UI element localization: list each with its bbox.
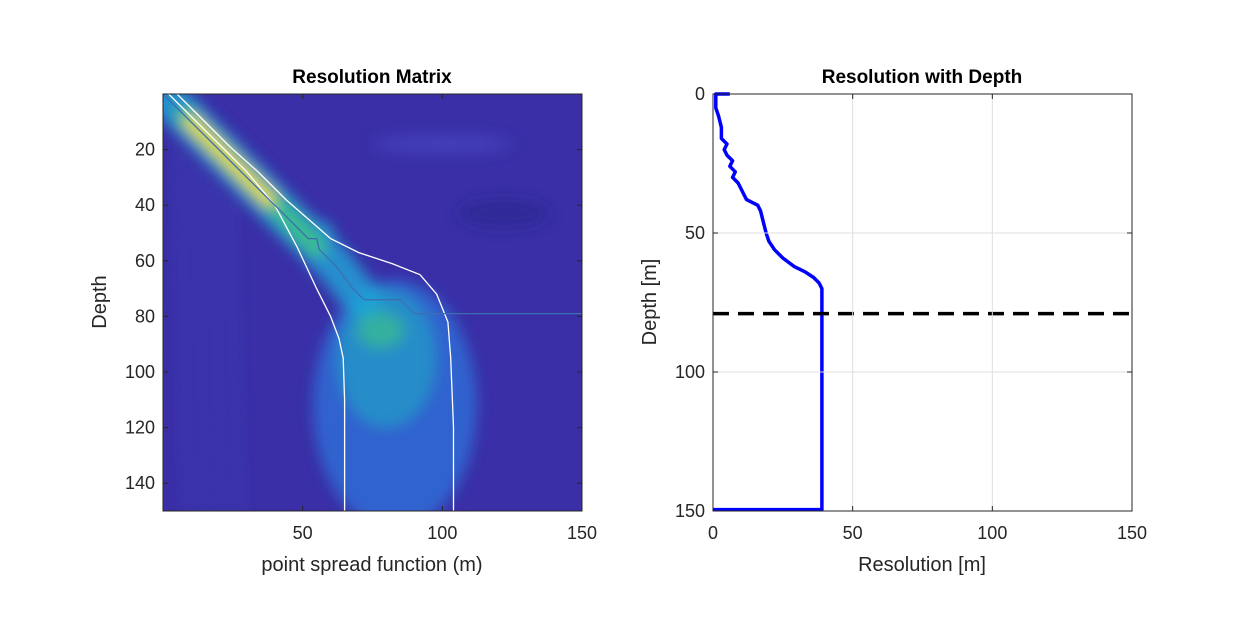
heatmap-ripple xyxy=(194,168,208,511)
x-tick-label: 150 xyxy=(1117,523,1147,543)
contour-right xyxy=(176,94,455,511)
left-y-axis-label: Depth xyxy=(89,275,111,328)
left-chart-title: Resolution Matrix xyxy=(292,67,452,88)
contour-left xyxy=(168,94,346,511)
y-tick-label: 120 xyxy=(125,418,155,438)
y-tick-label: 80 xyxy=(135,306,155,326)
heatmap-wave xyxy=(458,199,549,228)
right-x-axis-label: Resolution [m] xyxy=(858,554,986,576)
left-axes: 50 100 150 20 40 60 80 100 120 140 xyxy=(125,93,597,543)
heatmap-layer xyxy=(163,94,582,511)
right-y-axis-label: Depth [m] xyxy=(639,259,661,346)
y-tick-label: 140 xyxy=(125,473,155,493)
heatmap-ripple xyxy=(227,202,241,511)
y-tick-label: 0 xyxy=(695,84,705,104)
peak-line xyxy=(163,94,582,315)
left-x-axis-label: point spread function (m) xyxy=(261,554,482,576)
axes-box xyxy=(712,93,1133,512)
x-tick-label: 0 xyxy=(708,523,718,543)
heatmap-lobe xyxy=(356,312,405,349)
x-tick-label: 100 xyxy=(427,523,457,543)
heatmap-intensity xyxy=(163,94,549,511)
x-tick-label: 150 xyxy=(567,523,597,543)
heatmap-ripple xyxy=(210,185,225,511)
x-tick-label: 50 xyxy=(843,523,863,543)
x-tick-label: 50 xyxy=(293,523,313,543)
y-tick-label: 60 xyxy=(135,251,155,271)
resolution-depth-panel: Resolution with Depth 0 50 100 150050100150… xyxy=(639,67,1147,576)
right-chart-title: Resolution with Depth xyxy=(822,67,1023,88)
heatmap-ripple xyxy=(177,152,191,511)
y-tick-label: 100 xyxy=(675,362,705,382)
x-tick-label: 100 xyxy=(977,523,1007,543)
resolution-curve xyxy=(713,92,824,512)
heatmap-field xyxy=(163,94,582,511)
y-tick-label: 20 xyxy=(135,140,155,160)
y-tick-label: 100 xyxy=(125,362,155,382)
y-tick-label: 150 xyxy=(675,501,705,521)
y-tick-label: 50 xyxy=(685,223,705,243)
line-plot-layer xyxy=(713,92,1132,512)
axes-box xyxy=(162,93,583,512)
y-tick-label: 40 xyxy=(135,195,155,215)
heatmap-wave xyxy=(372,134,513,155)
resolution-matrix-panel: Resolution Matrix 50 100 150 20 40 60 80 100 120… xyxy=(89,67,597,576)
